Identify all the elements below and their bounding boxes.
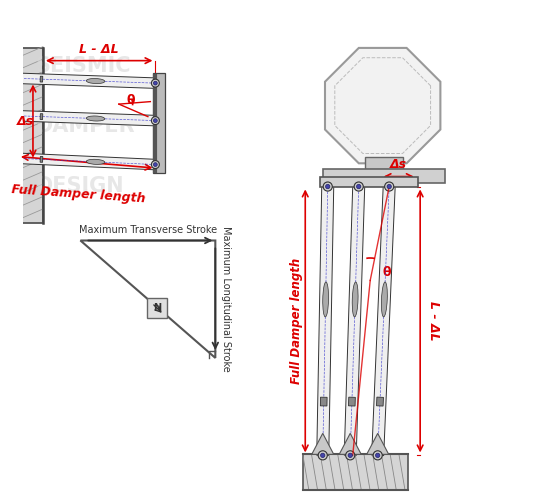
Circle shape — [9, 112, 17, 120]
Text: Maximum Longitudinal Stroke: Maximum Longitudinal Stroke — [221, 226, 231, 372]
Polygon shape — [372, 186, 395, 455]
Polygon shape — [13, 110, 156, 126]
Polygon shape — [344, 186, 365, 455]
Polygon shape — [11, 48, 43, 223]
Polygon shape — [348, 397, 355, 406]
Polygon shape — [13, 153, 156, 170]
Circle shape — [320, 453, 325, 457]
Ellipse shape — [86, 116, 105, 121]
Text: SEISMIC: SEISMIC — [35, 56, 131, 76]
Bar — [320, 176, 418, 186]
Circle shape — [346, 451, 355, 460]
Polygon shape — [325, 48, 440, 163]
Circle shape — [385, 182, 394, 191]
Ellipse shape — [323, 282, 328, 317]
Polygon shape — [40, 156, 43, 162]
Circle shape — [323, 182, 332, 191]
Polygon shape — [147, 298, 167, 318]
Circle shape — [376, 453, 380, 457]
Ellipse shape — [352, 282, 358, 317]
Ellipse shape — [381, 282, 387, 317]
Circle shape — [318, 451, 327, 460]
Circle shape — [387, 184, 391, 189]
Polygon shape — [40, 114, 43, 120]
Polygon shape — [320, 397, 327, 406]
Circle shape — [11, 76, 15, 80]
Circle shape — [356, 184, 361, 189]
Circle shape — [154, 119, 157, 122]
Text: N: N — [153, 303, 161, 313]
Text: DESIGN: DESIGN — [35, 175, 124, 195]
Polygon shape — [339, 433, 361, 454]
Ellipse shape — [86, 79, 105, 84]
Circle shape — [151, 161, 159, 168]
Circle shape — [373, 451, 382, 460]
Polygon shape — [377, 397, 384, 406]
Bar — [323, 169, 445, 183]
Polygon shape — [40, 76, 43, 82]
Circle shape — [348, 453, 353, 457]
Polygon shape — [13, 73, 156, 88]
Text: L - ΔL: L - ΔL — [79, 43, 119, 56]
Polygon shape — [317, 186, 334, 455]
Bar — [303, 454, 408, 490]
Text: Full Damper length: Full Damper length — [11, 182, 146, 205]
Circle shape — [154, 163, 157, 166]
Bar — [365, 157, 403, 169]
Circle shape — [151, 117, 159, 125]
Circle shape — [151, 79, 159, 87]
Circle shape — [326, 184, 330, 189]
Polygon shape — [366, 433, 389, 454]
Circle shape — [11, 156, 15, 160]
Polygon shape — [312, 433, 334, 454]
Circle shape — [9, 154, 17, 162]
Text: Maximum Transverse Stroke: Maximum Transverse Stroke — [79, 224, 217, 234]
Circle shape — [9, 74, 17, 82]
Text: DAMPER: DAMPER — [35, 116, 135, 136]
Ellipse shape — [86, 159, 105, 164]
Text: θ: θ — [126, 94, 135, 107]
Text: Full Damper length: Full Damper length — [291, 258, 303, 384]
Text: θ: θ — [383, 267, 391, 280]
Text: L - ΔL: L - ΔL — [426, 301, 440, 341]
Text: Δs: Δs — [17, 115, 34, 128]
Bar — [153, 73, 165, 173]
Circle shape — [354, 182, 363, 191]
Text: Δs: Δs — [390, 157, 407, 170]
Circle shape — [154, 81, 157, 85]
Circle shape — [11, 114, 15, 118]
